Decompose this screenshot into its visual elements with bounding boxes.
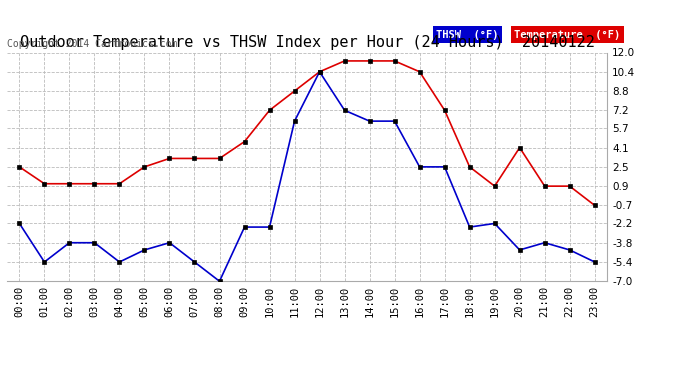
Text: THSW  (°F): THSW (°F) — [436, 30, 499, 40]
Text: Copyright 2014 Cartronics.com: Copyright 2014 Cartronics.com — [7, 39, 177, 50]
Text: Temperature  (°F): Temperature (°F) — [514, 30, 620, 40]
Title: Outdoor Temperature vs THSW Index per Hour (24 Hours)  20140122: Outdoor Temperature vs THSW Index per Ho… — [19, 35, 595, 50]
